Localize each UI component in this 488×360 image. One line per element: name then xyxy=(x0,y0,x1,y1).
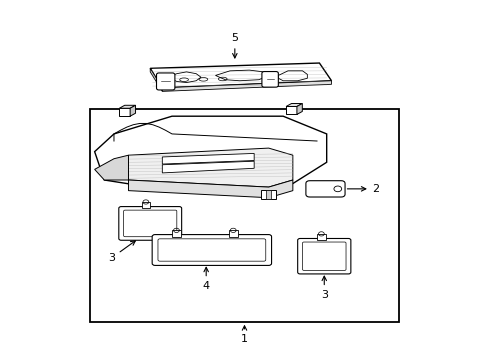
Text: 3: 3 xyxy=(320,276,327,300)
Polygon shape xyxy=(130,105,135,116)
Polygon shape xyxy=(95,116,326,191)
FancyBboxPatch shape xyxy=(119,207,181,240)
Bar xyxy=(261,190,275,199)
Polygon shape xyxy=(162,161,254,173)
FancyBboxPatch shape xyxy=(156,73,175,90)
Text: 2: 2 xyxy=(346,184,379,194)
FancyBboxPatch shape xyxy=(305,181,345,197)
FancyBboxPatch shape xyxy=(262,72,278,87)
Bar xyxy=(172,230,181,237)
Polygon shape xyxy=(128,180,292,198)
Polygon shape xyxy=(285,104,302,107)
Bar xyxy=(265,190,270,199)
Text: 5: 5 xyxy=(231,33,238,58)
Polygon shape xyxy=(296,104,302,114)
Text: 3: 3 xyxy=(108,241,135,263)
Polygon shape xyxy=(285,107,296,114)
Bar xyxy=(90,109,398,322)
Polygon shape xyxy=(150,63,331,88)
Polygon shape xyxy=(162,153,254,164)
Polygon shape xyxy=(162,81,331,91)
FancyBboxPatch shape xyxy=(152,235,271,265)
Bar xyxy=(141,202,150,208)
Polygon shape xyxy=(150,68,162,91)
Text: 1: 1 xyxy=(241,326,247,345)
Bar xyxy=(228,230,237,237)
Bar xyxy=(316,234,325,240)
Text: 4: 4 xyxy=(202,267,209,291)
Polygon shape xyxy=(119,105,135,108)
Polygon shape xyxy=(95,155,128,180)
Polygon shape xyxy=(128,148,292,187)
Polygon shape xyxy=(119,108,130,116)
FancyBboxPatch shape xyxy=(297,238,350,274)
